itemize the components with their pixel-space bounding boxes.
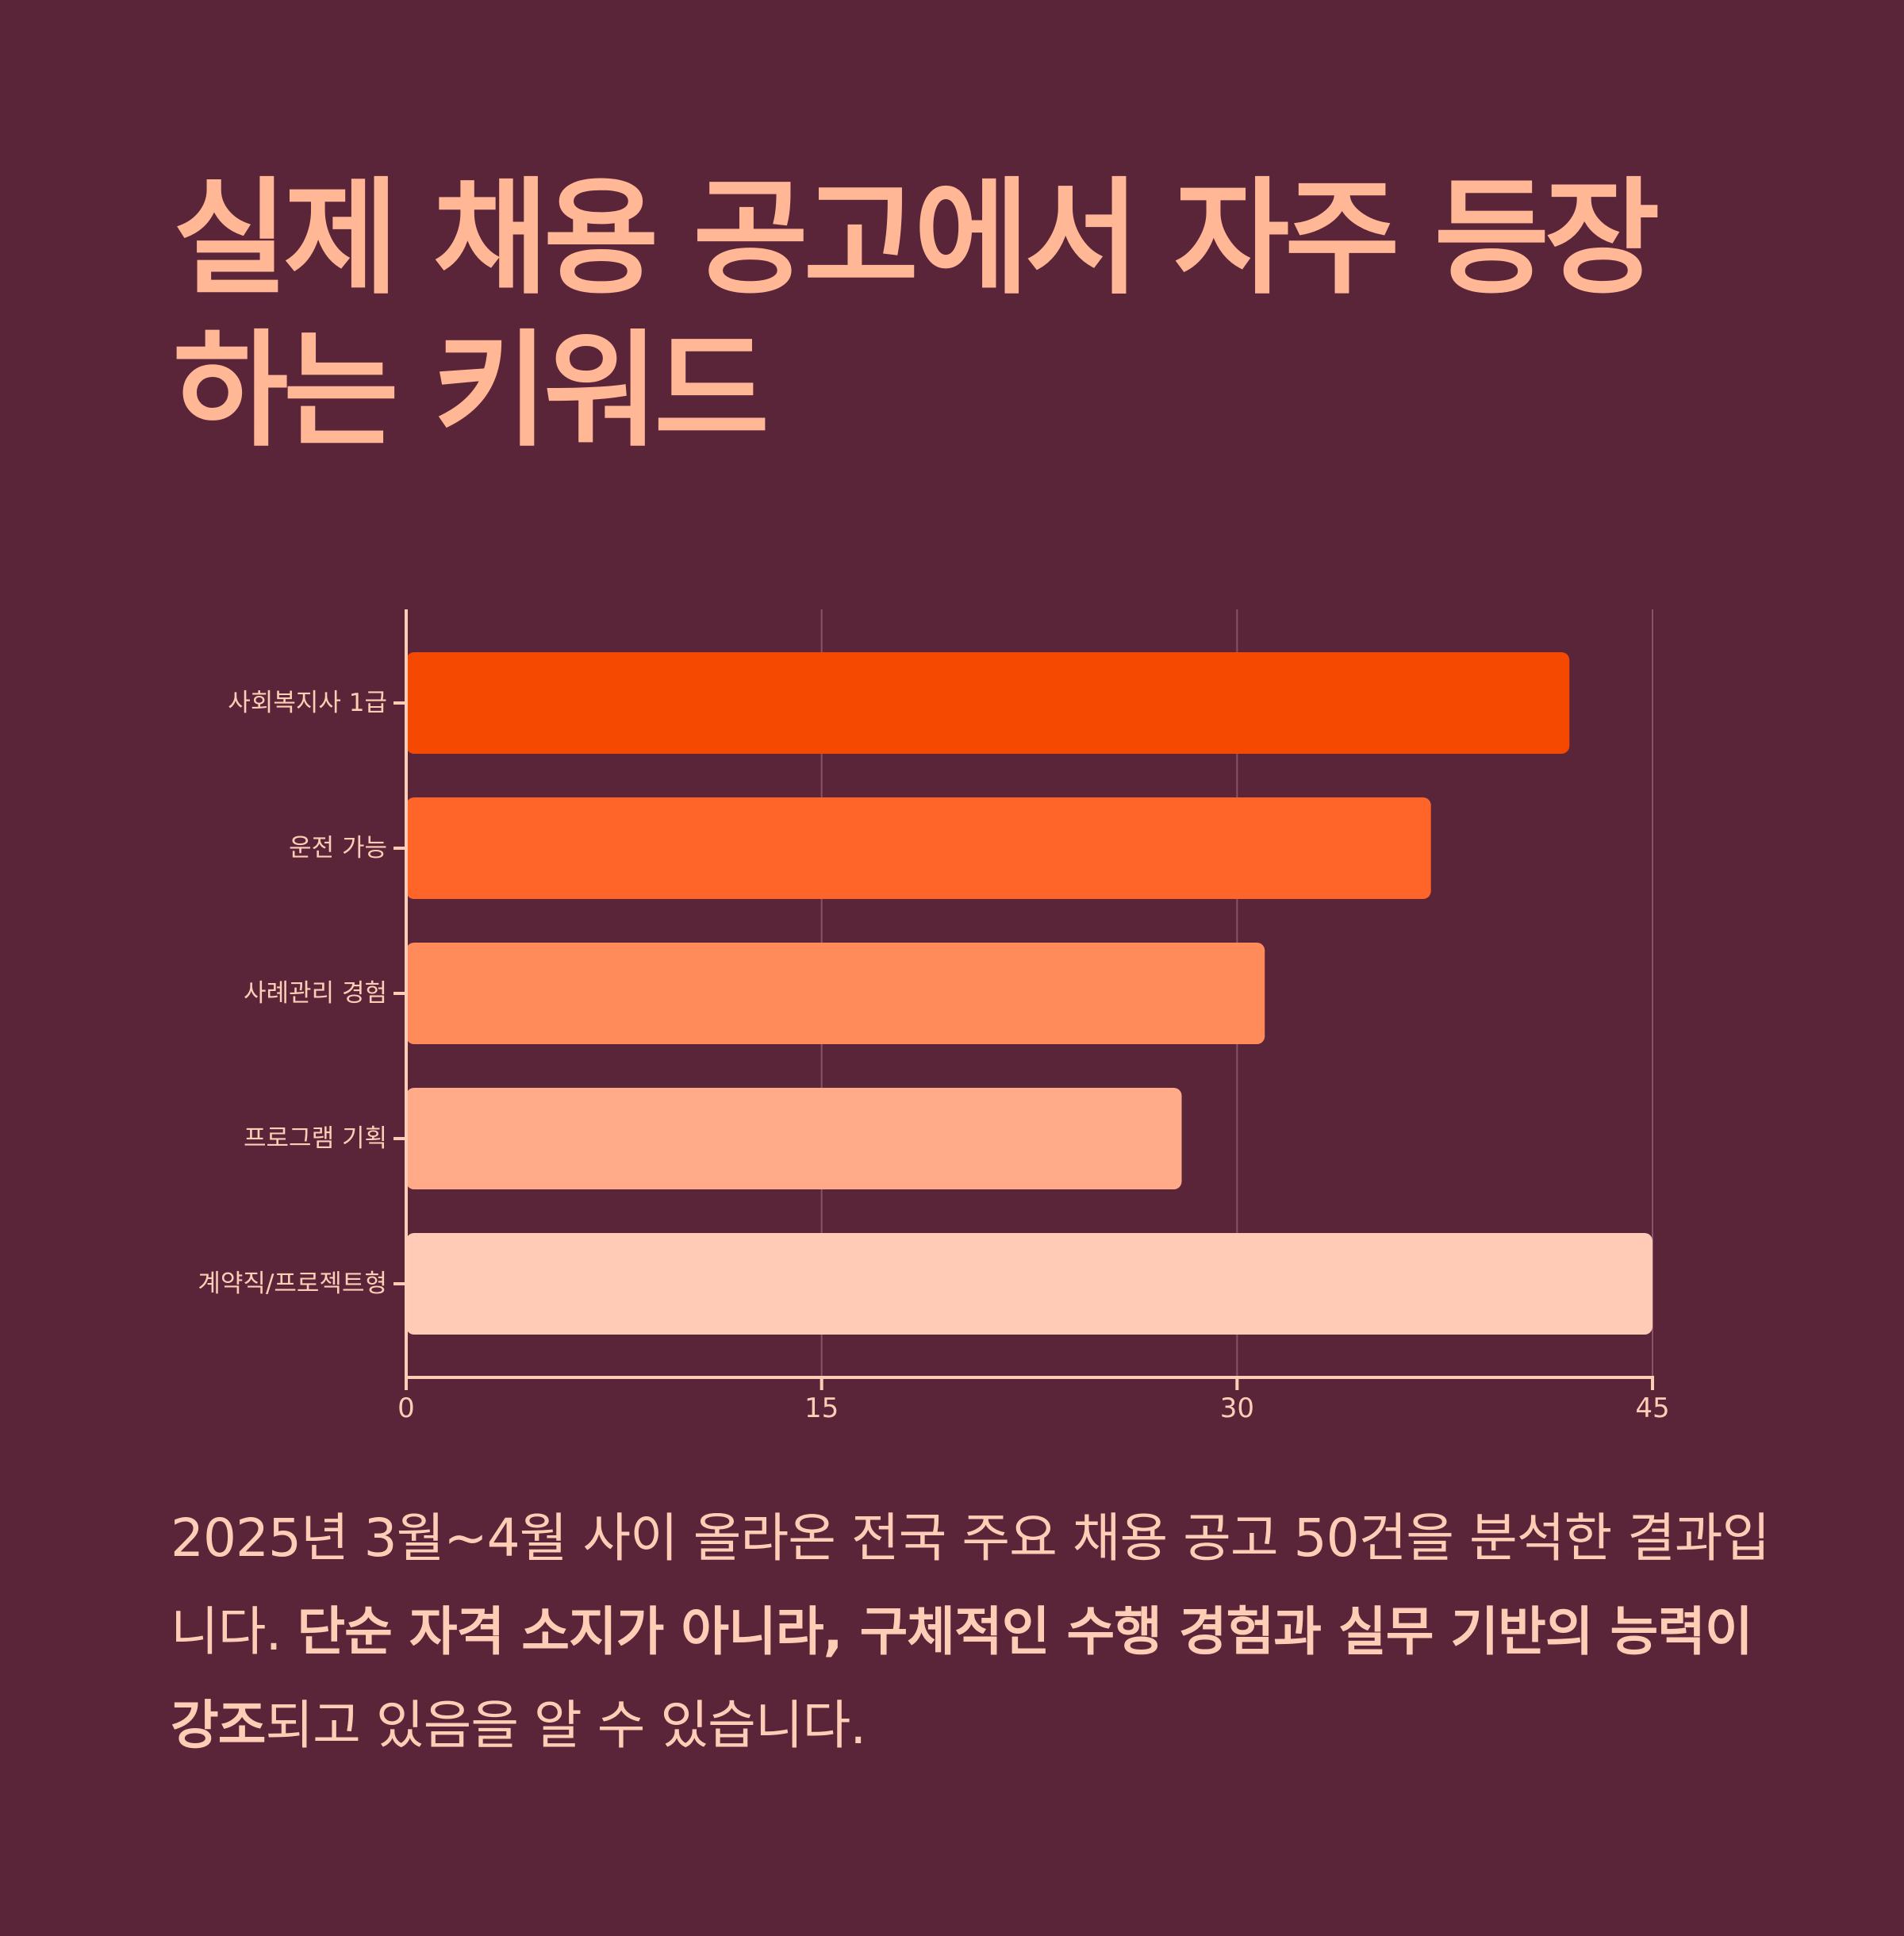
bar-5 xyxy=(406,1233,1653,1335)
category-label-2: 운전 가능 xyxy=(289,834,387,862)
category-label-5: 계약직/프로젝트형 xyxy=(198,1270,387,1298)
caption-lead: 2025년 3월~4월 사이 올라온 전국 주요 채용 공고 50건을 분석한 … xyxy=(171,1508,1770,1662)
bar-2 xyxy=(406,797,1431,899)
bar-4 xyxy=(406,1088,1182,1189)
bar-3 xyxy=(406,943,1265,1044)
category-label-3: 사례관리 경험 xyxy=(244,979,387,1008)
x-tick-label-30: 30 xyxy=(1220,1392,1254,1424)
category-label-1: 사회복지사 1급 xyxy=(228,689,387,717)
caption-emphasis: 단순 자격 소지가 아니라, 구체적인 수행 경험과 실무 기반의 능력이 강조 xyxy=(171,1601,1753,1756)
chart-title: 실제 채용 공고에서 자주 등장하는 키워드 xyxy=(173,166,1660,464)
x-tick-label-0: 0 xyxy=(397,1392,415,1424)
caption-tail: 되고 있음을 알 수 있습니다. xyxy=(265,1695,866,1756)
x-tick-label-45: 45 xyxy=(1635,1392,1669,1424)
x-tick-label-15: 15 xyxy=(804,1392,839,1424)
bar-1 xyxy=(406,652,1570,754)
category-label-4: 프로그램 기획 xyxy=(244,1124,387,1153)
chart-caption: 2025년 3월~4월 사이 올라온 전국 주요 채용 공고 50건을 분석한 … xyxy=(171,1492,1773,1773)
